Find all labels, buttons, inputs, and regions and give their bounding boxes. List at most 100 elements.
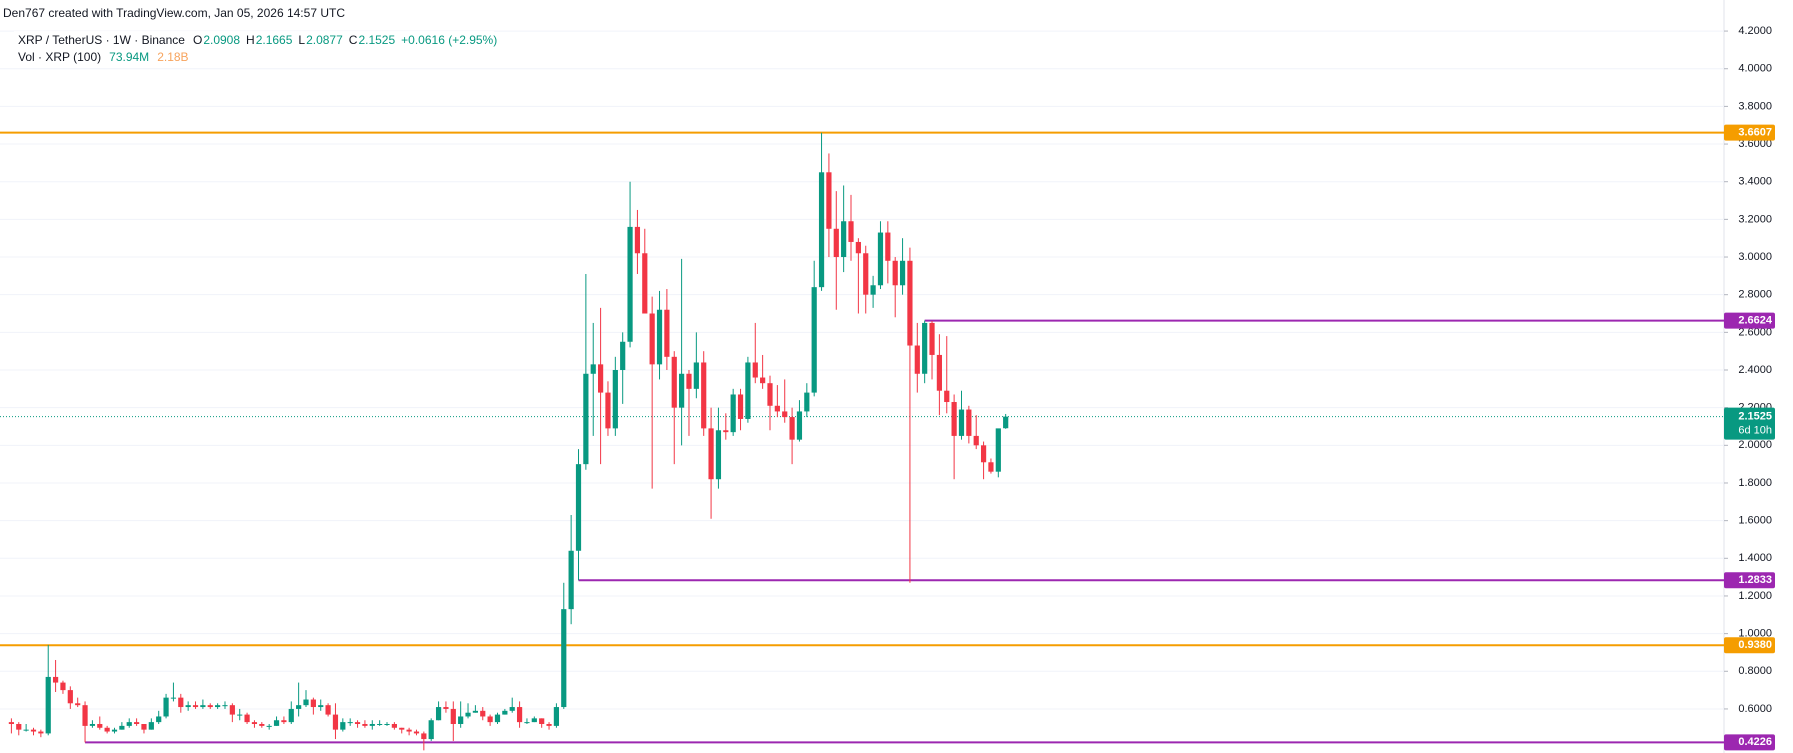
y-tick-label: 1.4000 xyxy=(1738,552,1772,564)
level-label: 2.6624 xyxy=(1738,315,1773,327)
candle-body xyxy=(200,705,206,708)
candle-body xyxy=(892,260,898,286)
candle-body xyxy=(605,392,611,429)
symbol: XRP / TetherUS · 1W · Binance xyxy=(18,33,185,47)
candle-body xyxy=(89,724,96,726)
candle-body xyxy=(369,724,375,726)
volume-value: 73.94M xyxy=(109,50,149,64)
ohlc-key: L xyxy=(298,33,305,47)
candle-body xyxy=(413,731,420,734)
candle-body xyxy=(796,411,803,440)
candle-body xyxy=(656,309,663,365)
candle-body xyxy=(310,699,316,708)
candle-body xyxy=(178,697,184,708)
y-tick-label: 3.6000 xyxy=(1738,138,1772,150)
candle-body xyxy=(620,341,626,371)
candle-body xyxy=(480,710,486,717)
level-label: 0.9380 xyxy=(1738,639,1772,651)
candle-body xyxy=(266,725,272,727)
candle-body xyxy=(82,705,88,726)
candle-body xyxy=(406,729,412,732)
candle-body xyxy=(362,724,368,726)
candle-body xyxy=(259,724,265,726)
candle-body xyxy=(995,428,1001,472)
candle-body xyxy=(215,705,221,708)
grid xyxy=(0,30,1724,710)
candle-body xyxy=(30,729,37,732)
candle-body xyxy=(907,260,913,346)
candle-body xyxy=(104,727,110,732)
candle-body xyxy=(494,714,501,723)
candle-body xyxy=(671,356,677,408)
level-label: 1.2833 xyxy=(1738,574,1772,586)
candle-body xyxy=(45,676,51,734)
candle-body xyxy=(958,409,965,436)
candle-body xyxy=(833,228,839,258)
candle-body xyxy=(237,714,243,716)
candle-body xyxy=(899,260,906,286)
countdown: 6d 10h xyxy=(1738,425,1772,437)
candle-body xyxy=(428,720,434,740)
y-tick-label: 3.0000 xyxy=(1738,251,1772,263)
candle-body xyxy=(509,707,515,711)
y-tick-label: 3.8000 xyxy=(1738,100,1772,112)
candle-body xyxy=(708,428,714,480)
change: +0.0616 (+2.95%) xyxy=(401,33,497,47)
candle-body xyxy=(561,609,567,708)
y-tick-label: 2.6000 xyxy=(1738,326,1772,338)
candle-body xyxy=(384,724,390,726)
candle-body xyxy=(553,707,560,726)
candle-body xyxy=(229,705,235,715)
candle-body xyxy=(141,724,147,730)
y-tick-label: 1.6000 xyxy=(1738,515,1772,527)
candles xyxy=(8,132,1009,751)
candle-body xyxy=(804,392,810,412)
ohlc-key: H xyxy=(246,33,255,47)
candle-body xyxy=(745,362,751,419)
volume-ma: 2.18B xyxy=(157,50,188,64)
candle-body xyxy=(936,354,942,391)
level-label-box xyxy=(1724,572,1775,589)
candle-body xyxy=(347,722,353,724)
candle-body xyxy=(16,724,22,730)
candle-body xyxy=(929,322,935,355)
y-tick-label: 4.0000 xyxy=(1738,63,1772,75)
candle-body xyxy=(450,708,456,725)
candle-body xyxy=(8,722,14,725)
candle-body xyxy=(487,716,493,723)
candle-body xyxy=(841,221,847,258)
candle-body xyxy=(185,705,191,708)
candle-body xyxy=(774,405,780,412)
candle-body xyxy=(148,722,154,730)
candle-body xyxy=(863,253,869,295)
candle-body xyxy=(877,232,884,286)
candle-body xyxy=(52,676,59,683)
candle-body xyxy=(244,714,250,723)
candle-body xyxy=(524,722,530,724)
candle-body xyxy=(730,394,736,433)
candle-body xyxy=(966,409,972,436)
candle-body xyxy=(163,697,169,717)
candle-body xyxy=(170,697,177,699)
candle-body xyxy=(583,373,589,465)
candle-body xyxy=(303,699,309,706)
candle-body xyxy=(914,345,920,374)
candle-body xyxy=(325,705,331,715)
level-label-box xyxy=(1724,312,1775,329)
candle-body xyxy=(811,287,817,393)
candle-body xyxy=(782,411,788,418)
candle-body xyxy=(273,720,280,726)
candle-body xyxy=(156,716,162,723)
candle-body xyxy=(885,232,891,261)
y-tick-label: 1.2000 xyxy=(1738,590,1772,602)
candle-body xyxy=(60,682,66,691)
y-tick-label: 2.8000 xyxy=(1738,289,1772,301)
candle-body xyxy=(944,390,950,403)
candle-body xyxy=(222,705,228,707)
ohlc-value: 2.1665 xyxy=(256,33,293,47)
candle-body xyxy=(67,690,73,704)
candle-body xyxy=(988,462,994,472)
candle-body xyxy=(627,226,633,342)
